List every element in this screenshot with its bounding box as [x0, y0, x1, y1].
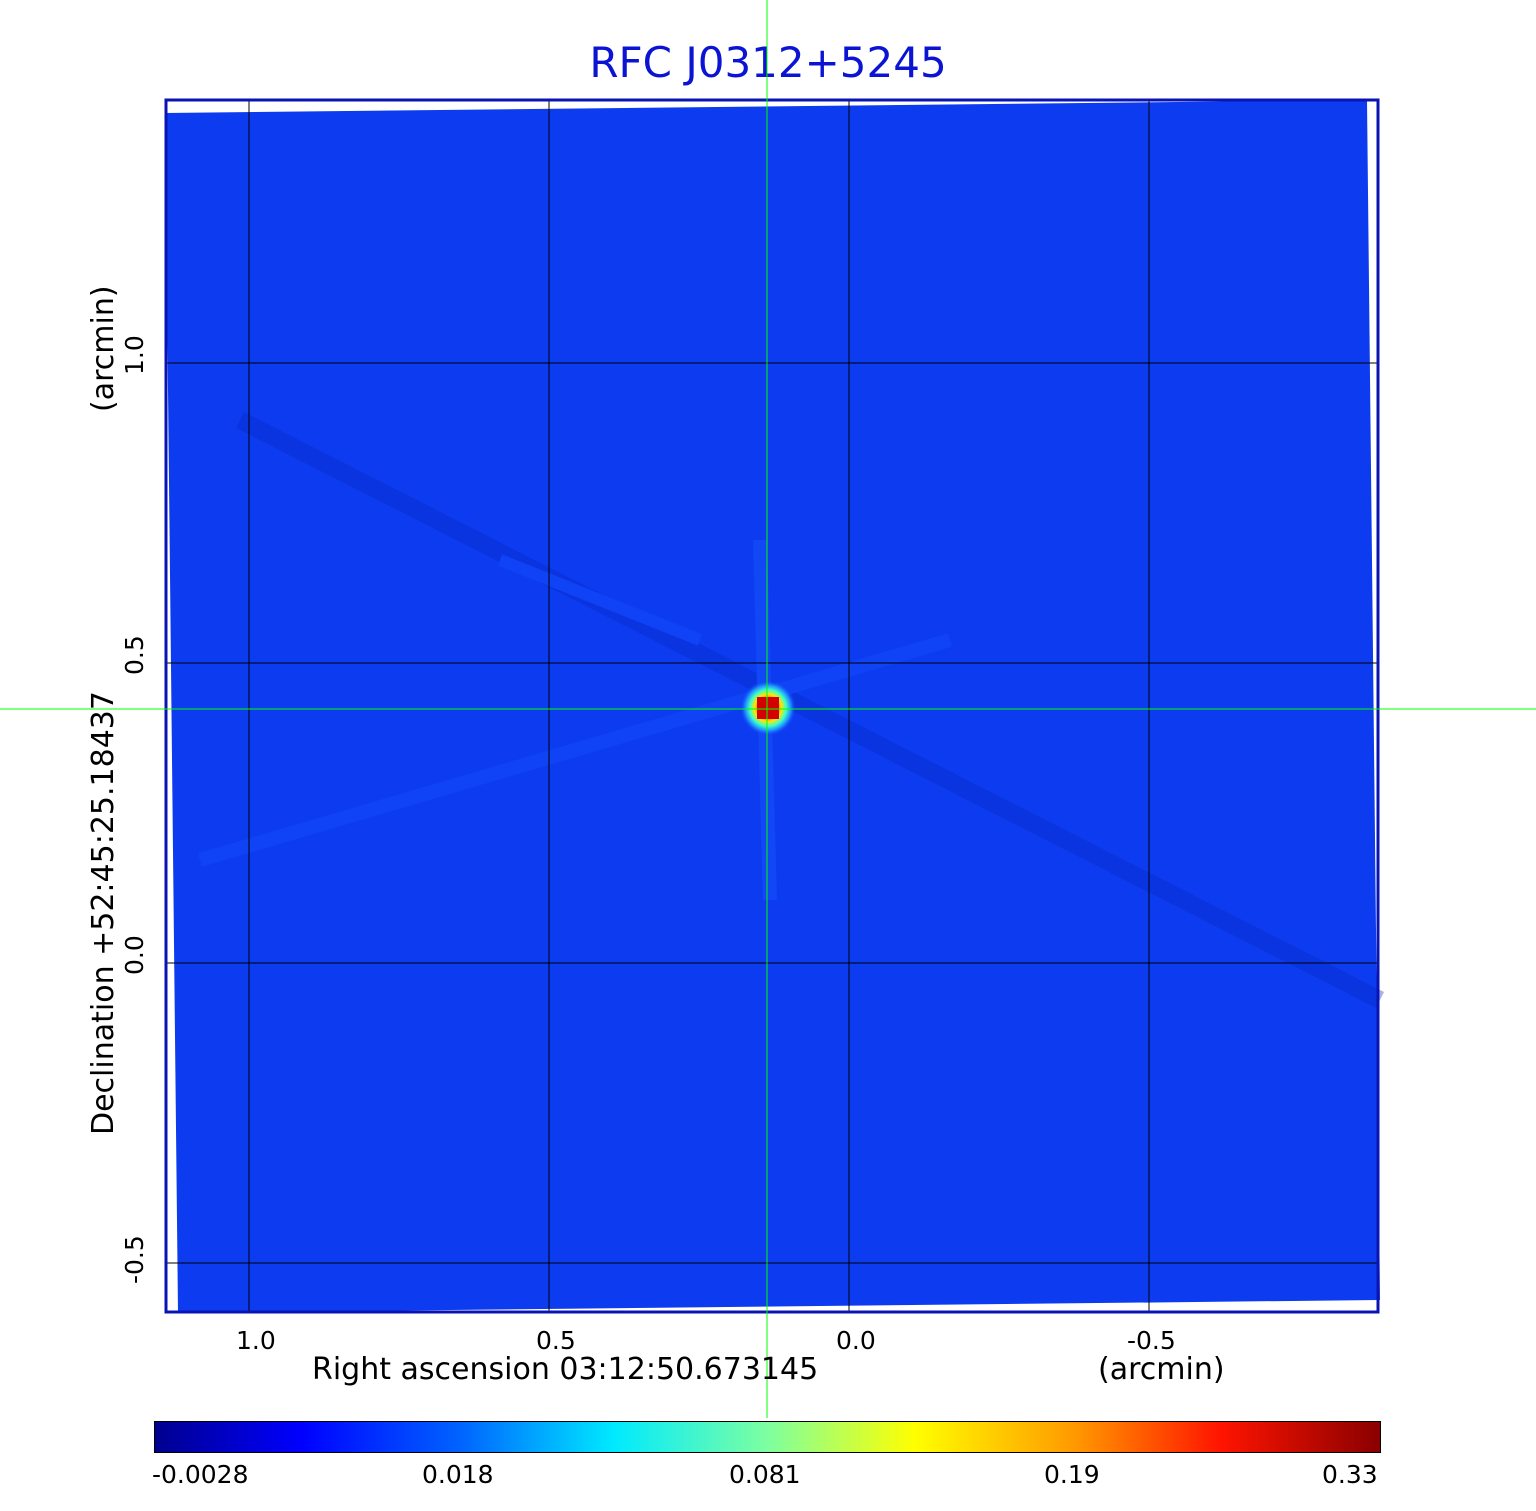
x-tick-label: 0.0 — [836, 1326, 876, 1355]
image-title: RFC J0312+5245 — [589, 38, 947, 87]
crosshair — [0, 0, 1536, 1418]
x-tick-label: -0.5 — [1127, 1326, 1176, 1355]
x-axis-unit: (arcmin) — [1098, 1352, 1225, 1387]
y-axis-label: Declination +52:45:25.18437 — [86, 691, 121, 1135]
colorbar — [154, 1421, 1381, 1453]
colorbar-tick-label: 0.33 — [1322, 1460, 1378, 1489]
y-tick-label: 1.0 — [120, 335, 149, 375]
x-axis-label: Right ascension 03:12:50.673145 — [312, 1352, 819, 1387]
coordinate-grid — [166, 101, 1378, 1312]
y-tick-label: 0.0 — [120, 935, 149, 975]
y-tick-label: 0.5 — [120, 635, 149, 675]
y-tick-label: -0.5 — [120, 1235, 149, 1284]
y-axis-unit: (arcmin) — [86, 285, 121, 412]
colorbar-tick-label: 0.081 — [729, 1460, 801, 1489]
beam-sidelobes — [198, 411, 1385, 1009]
colorbar-tick-label: 0.018 — [422, 1460, 494, 1489]
colorbar-tick-label: 0.19 — [1044, 1460, 1100, 1489]
x-tick-label: 0.5 — [536, 1326, 576, 1355]
plot-frame — [164, 98, 1380, 1314]
x-tick-label: 1.0 — [236, 1326, 276, 1355]
colorbar-tick-label: -0.0028 — [152, 1460, 249, 1489]
